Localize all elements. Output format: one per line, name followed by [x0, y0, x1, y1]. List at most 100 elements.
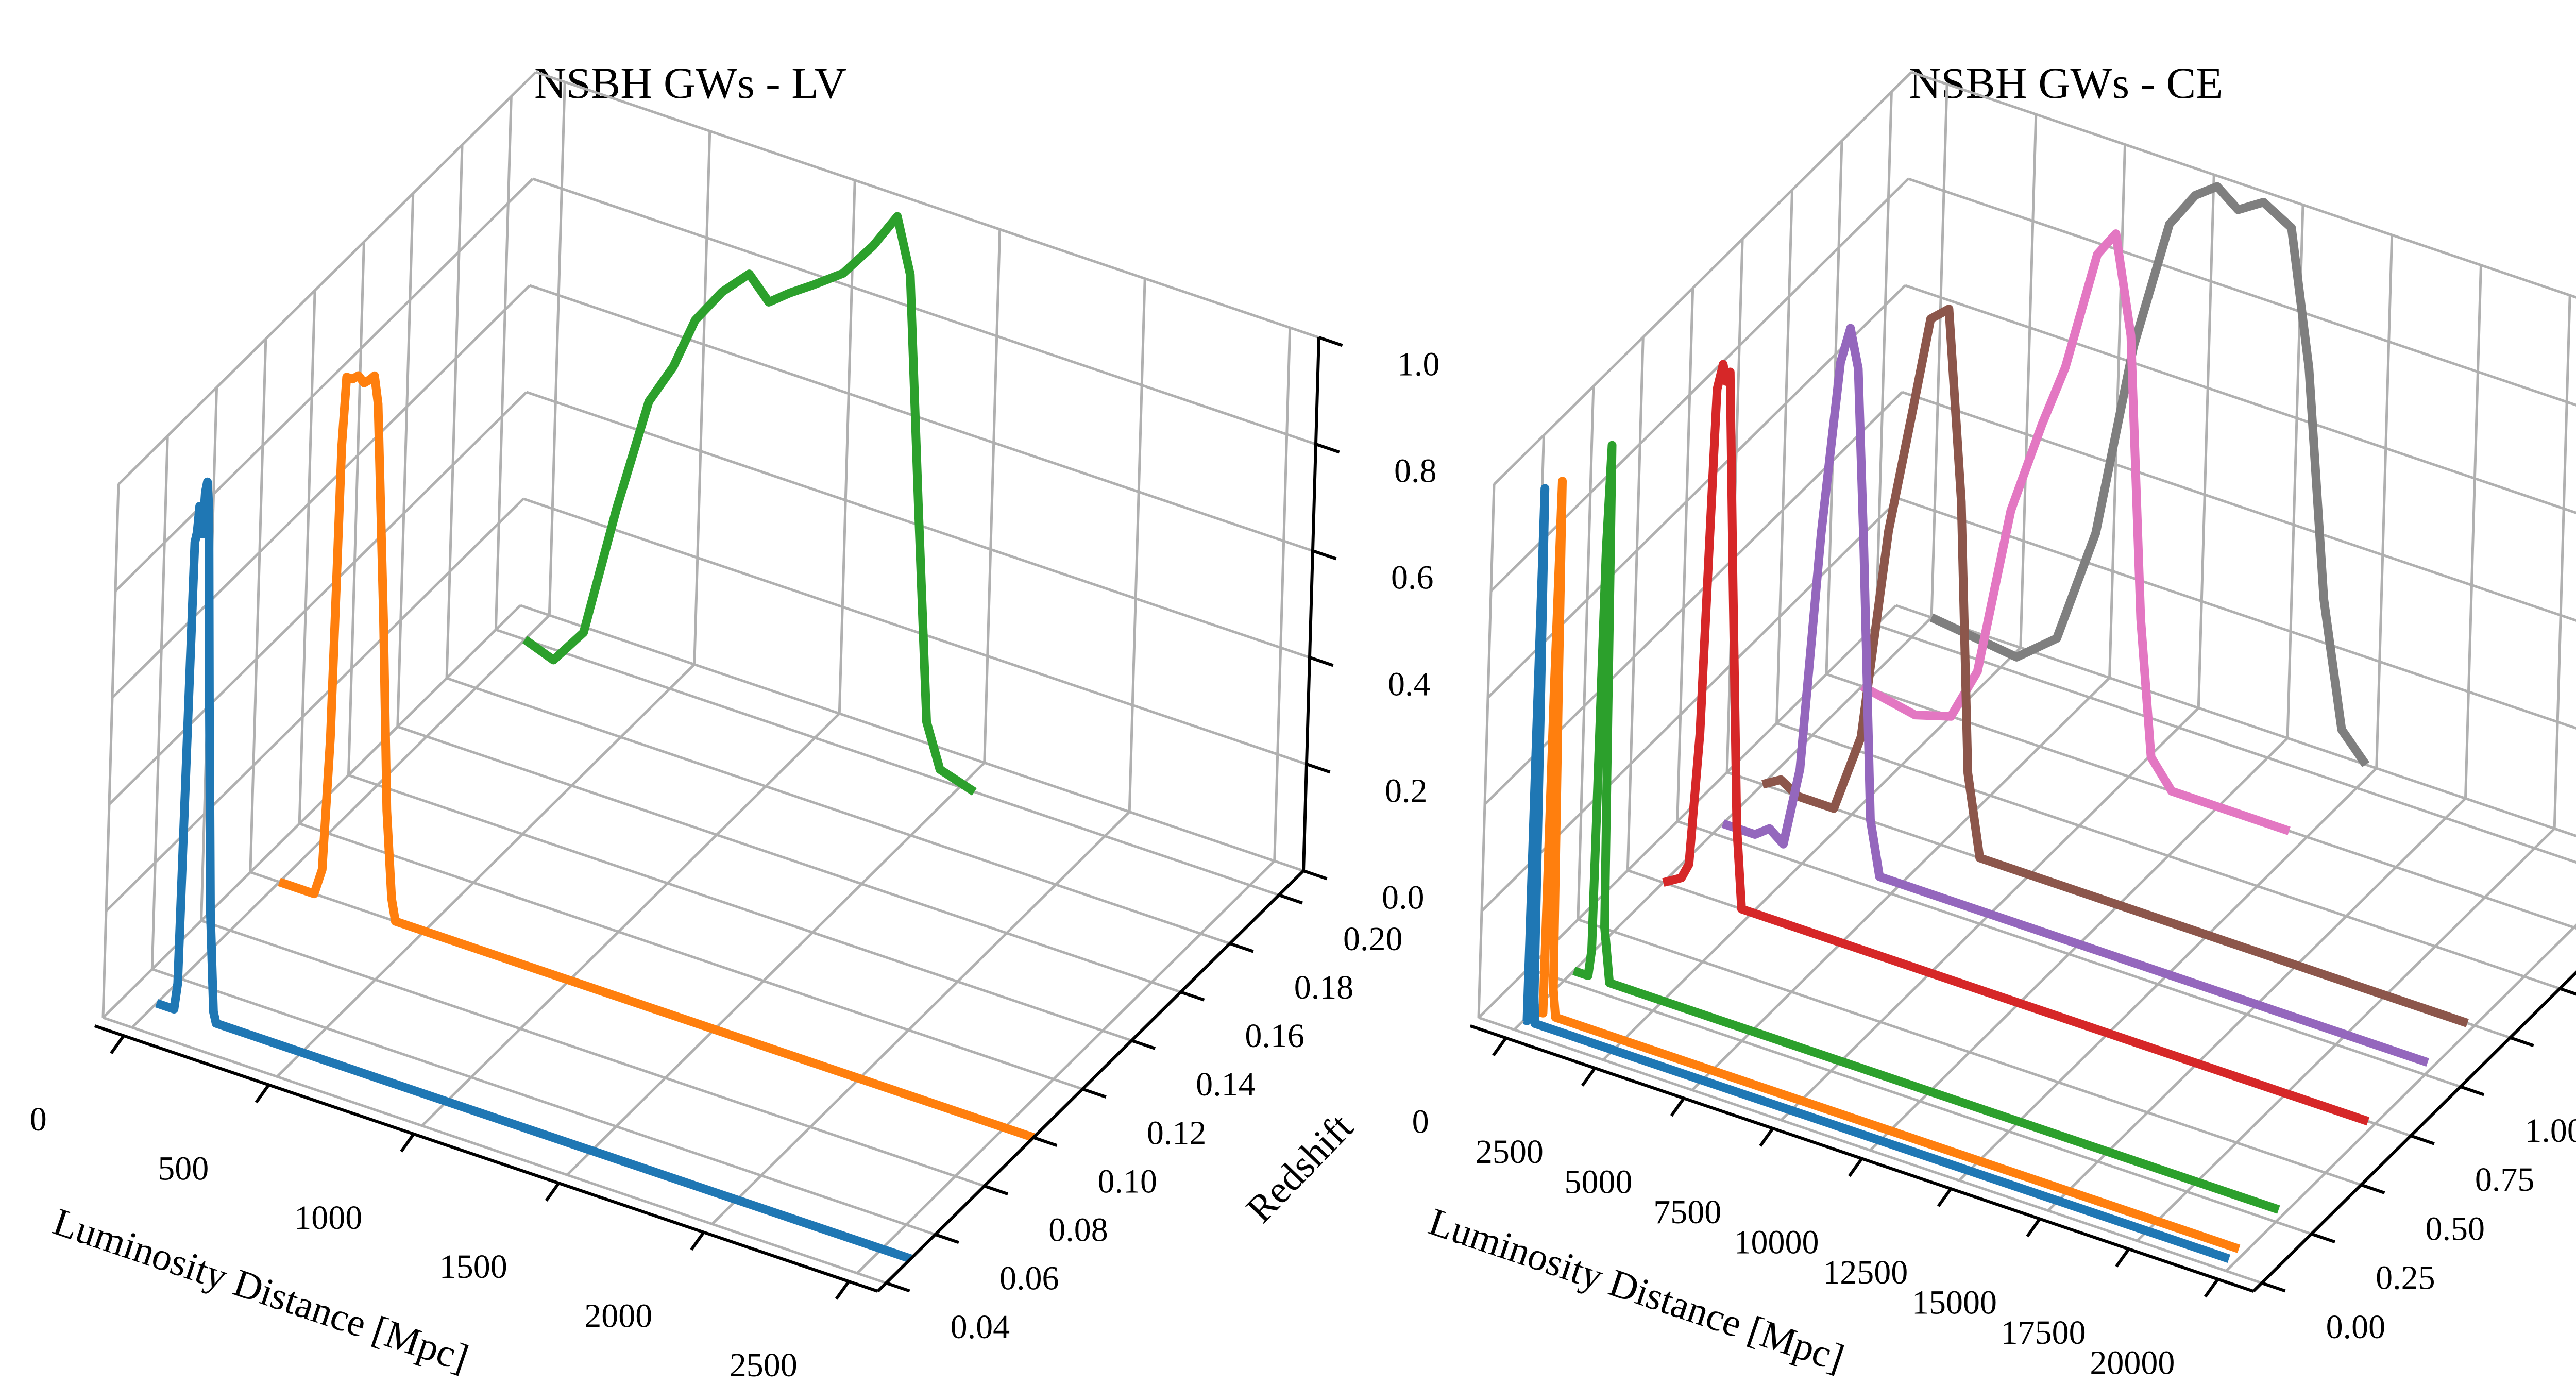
y-tick: [1180, 990, 1205, 1002]
series-line-lv-3: [522, 212, 977, 796]
grid-line: [529, 284, 1313, 552]
grid-line: [103, 1016, 887, 1285]
grid-line: [1775, 190, 1794, 723]
grid-line: [1577, 386, 1595, 920]
x-tick: [110, 1035, 125, 1054]
grid-line: [298, 290, 316, 824]
grid-line: [1899, 497, 2576, 730]
grid-line: [1478, 1016, 2262, 1285]
series-line-lv-1: [155, 477, 912, 1263]
y-tick: [984, 1184, 1009, 1196]
grid-line: [1477, 484, 1496, 1018]
grid-line: [1930, 84, 1948, 618]
grid-line: [117, 71, 537, 485]
grid-line: [1528, 967, 2312, 1236]
grid-line: [1776, 722, 2561, 990]
series-line-ce-8: [1929, 182, 2370, 767]
grid-line: [151, 968, 936, 1236]
grid-line: [1626, 337, 1645, 871]
series-group: [1522, 182, 2469, 1263]
y-tick: [886, 1281, 910, 1293]
series-line-ce-7: [1860, 229, 2291, 835]
grid-line: [2553, 295, 2571, 829]
grid-line: [1902, 391, 2576, 622]
grid-line: [421, 713, 841, 1127]
grid-line: [108, 391, 528, 805]
grid-line: [535, 71, 1319, 339]
y-tick: [1229, 942, 1254, 953]
x-tick-label: 5000: [1565, 1163, 1633, 1201]
grid: [1477, 71, 2576, 1285]
x-tick: [690, 1231, 705, 1251]
grid-line: [101, 484, 120, 1018]
grid-line: [446, 677, 1230, 945]
y-tick-label: 1.25: [2574, 1063, 2576, 1101]
y-tick: [2460, 1085, 2485, 1096]
x-tick-label: 15000: [1912, 1284, 1997, 1322]
y-tick: [1082, 1087, 1107, 1099]
grid-line: [105, 498, 524, 912]
grid-line: [1911, 71, 2576, 299]
y-tick-label: 0.16: [1245, 1017, 1304, 1055]
x-tick-label: 0: [1412, 1103, 1429, 1140]
z-tick: [1306, 763, 1331, 774]
x-tick-label: 0: [30, 1101, 47, 1138]
x-tick: [2026, 1218, 2041, 1238]
z-tick: [1309, 656, 1334, 667]
x-tick: [1670, 1097, 1685, 1117]
panel-ce: NSBH GWs - CE 0 2500 5000 7500 1000012500150…: [1412, 58, 2576, 1382]
x-tick: [255, 1084, 270, 1104]
grid-line: [102, 604, 521, 1019]
x-tick: [1759, 1127, 1774, 1147]
x-tick-label: 10000: [1734, 1224, 1819, 1261]
grid-line: [1578, 918, 2362, 1186]
series-line-ce-3: [1572, 441, 2280, 1214]
z-tick-label: 0.2: [1385, 772, 1428, 810]
y-axis-label: Redshift: [1238, 1105, 1361, 1231]
grid-line: [397, 725, 1181, 993]
z-tick-label: 0.8: [1394, 452, 1437, 490]
z-tick-label: 1.0: [1397, 346, 1440, 383]
y-tick-label: 0.12: [1147, 1114, 1207, 1152]
grid-line: [1493, 71, 1912, 485]
y-tick: [1032, 1136, 1058, 1147]
axes: 0 500 1000 1500 2000 2500 0.04 0.06 0.08 0.10 0.12…: [30, 336, 1440, 1384]
x-tick-label: 500: [158, 1150, 209, 1187]
y-axis-line: [876, 869, 1305, 1293]
grid-line: [1490, 178, 1909, 592]
grid-line: [2197, 174, 2215, 708]
x-tick-label: 2000: [584, 1297, 652, 1335]
y-tick-label: 0.04: [951, 1308, 1010, 1346]
y-tick: [1131, 1039, 1156, 1050]
grid-line: [1676, 288, 1694, 822]
x-tick: [2204, 1278, 2219, 1298]
series-line-ce-4: [1662, 360, 2370, 1126]
grid-line: [1875, 623, 2576, 864]
x-tick: [2115, 1248, 2130, 1268]
grid-line: [2375, 234, 2394, 769]
grid-line: [532, 177, 1316, 446]
grid-line: [548, 82, 566, 616]
grid-line: [276, 663, 696, 1078]
y-tick-label: 0.50: [2426, 1210, 2485, 1247]
grid-line: [494, 96, 513, 630]
grid-line: [249, 339, 267, 872]
series-line-ce-5: [1721, 324, 2429, 1067]
x-tick: [1581, 1067, 1597, 1087]
z-tick: [1315, 443, 1340, 454]
chart-title: NSBH GWs - LV: [534, 58, 846, 108]
grid-line: [150, 435, 169, 969]
x-tick-label: 2500: [1476, 1133, 1544, 1171]
y-tick: [935, 1233, 959, 1244]
y-tick-label: 0.06: [999, 1260, 1059, 1297]
grid-line: [1128, 278, 1146, 812]
x-tick-label: 7500: [1653, 1193, 1721, 1231]
x-axis-line: [94, 1024, 878, 1293]
grid-line: [396, 193, 415, 727]
grid-line: [523, 497, 1307, 766]
z-axis-line: [1302, 337, 1320, 871]
y-tick-label: 1.00: [2524, 1112, 2576, 1150]
grid-line: [111, 284, 531, 699]
y-tick: [1278, 893, 1303, 905]
